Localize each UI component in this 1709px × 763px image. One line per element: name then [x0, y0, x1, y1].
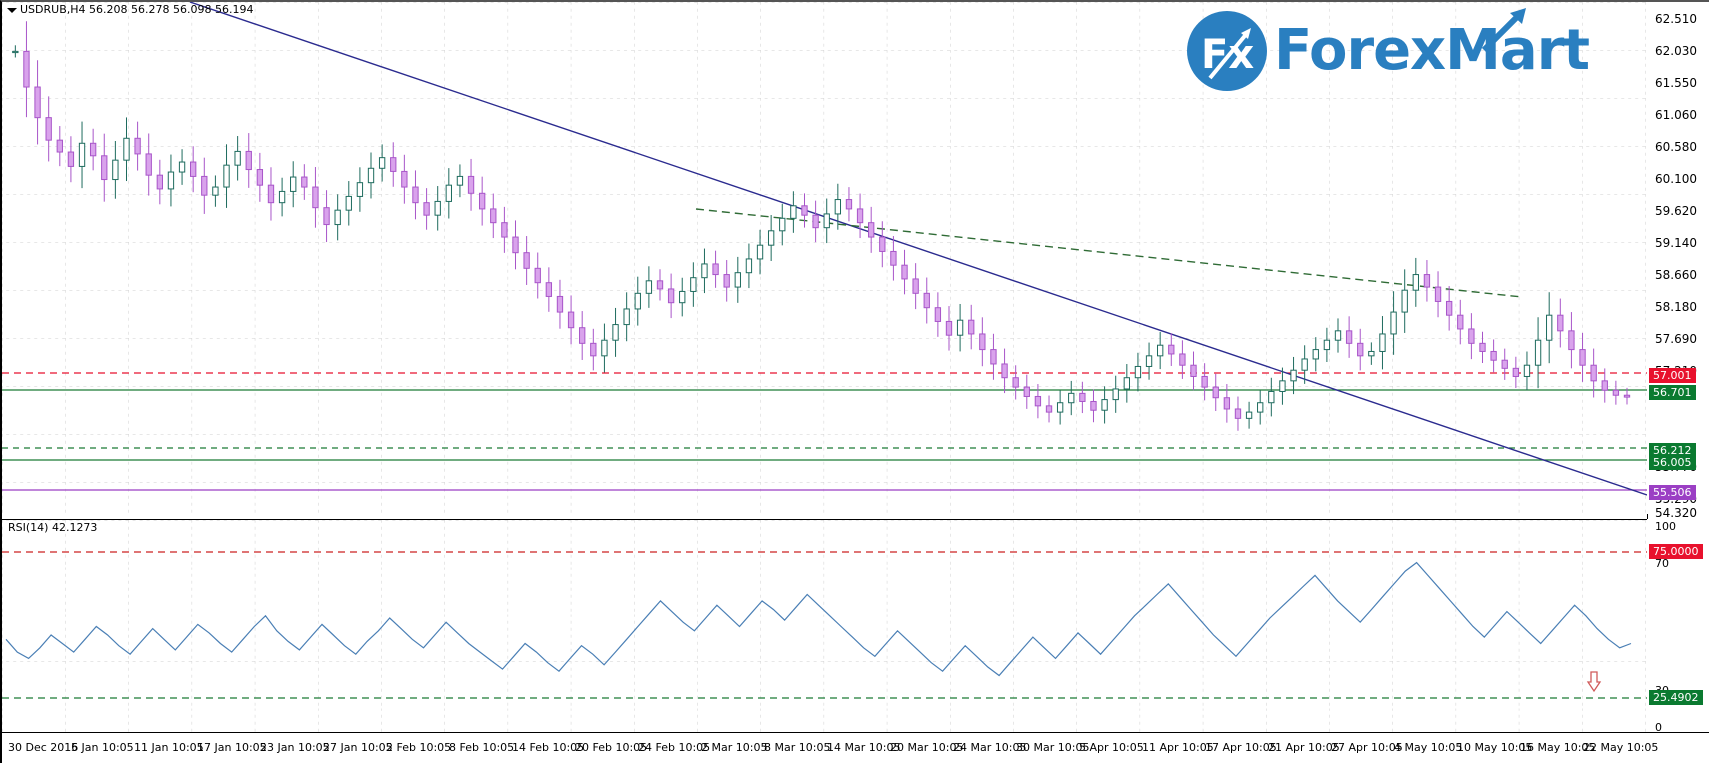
trendline-primary-downtrend	[189, 2, 1647, 496]
time-axis-label: 22 May 10:05	[1583, 741, 1659, 754]
time-axis-label: 17 Apr 10:05	[1205, 741, 1277, 754]
time-axis-label: 20 Feb 10:05	[575, 741, 648, 754]
brand-name: ForexMart	[1274, 18, 1590, 83]
price-level-badge-56212[interactable]: 56.212	[1649, 443, 1696, 458]
time-axis-label: 2 Feb 10:05	[386, 741, 452, 754]
rsi-line-series	[5, 561, 1632, 677]
price-chart-pane[interactable]	[2, 2, 1647, 514]
time-axis-label: 27 Jan 10:05	[323, 741, 393, 754]
rsi-indicator-pane[interactable]	[2, 519, 1647, 732]
time-axis-label: 14 Feb 10:05	[512, 741, 585, 754]
time-axis-label: 10 May 10:05	[1457, 741, 1533, 754]
rsi-grid	[2, 520, 1647, 732]
rsi-chart-svg	[2, 520, 1647, 732]
time-axis-label: 8 Mar 10:05	[764, 741, 831, 754]
forexmart-logo: Fx ForexMart	[1184, 8, 1614, 94]
time-axis-label: 11 Jan 10:05	[134, 741, 204, 754]
time-axis-label: 2 Mar 10:05	[701, 741, 768, 754]
price-tick: 62.030	[1655, 44, 1697, 58]
price-axis[interactable]: 62.510 62.030 61.550 61.060 60.580 60.10…	[1647, 2, 1709, 514]
grid	[2, 2, 1647, 514]
rsi-tick: 100	[1655, 520, 1676, 533]
rsi-tick: 0	[1655, 721, 1662, 734]
down-arrow-marker-icon	[1586, 671, 1602, 693]
time-axis[interactable]: 30 Dec 2016 5 Jan 10:05 11 Jan 10:05 17 Jan…	[2, 732, 1709, 763]
time-axis-label: 20 Mar 10:05	[890, 741, 964, 754]
price-tick: 58.180	[1655, 300, 1697, 314]
time-axis-label: 5 Apr 10:05	[1079, 741, 1144, 754]
price-tick: 60.100	[1655, 172, 1697, 186]
time-axis-label: 11 Apr 10:05	[1142, 741, 1214, 754]
logo-arrow-icon	[1481, 8, 1526, 53]
price-tick: 62.510	[1655, 12, 1697, 26]
time-axis-label: 24 Mar 10:05	[953, 741, 1027, 754]
price-tick: 57.690	[1655, 332, 1697, 346]
price-level-badge-56005[interactable]: 56.005	[1649, 455, 1696, 470]
trendline-secondary-downtrend	[695, 208, 1523, 298]
collapse-caret-icon[interactable]	[7, 8, 17, 13]
time-axis-label: 17 Jan 10:05	[197, 741, 267, 754]
time-axis-label: 21 Apr 10:05	[1268, 741, 1340, 754]
time-axis-label: 8 Feb 10:05	[449, 741, 515, 754]
price-level-badge-56701[interactable]: 56.701	[1649, 385, 1696, 400]
price-tick: 60.580	[1655, 140, 1697, 154]
rsi-tick: 70	[1655, 557, 1669, 570]
candlestick-series	[12, 21, 1631, 431]
price-tick: 54.320	[1655, 506, 1697, 520]
time-axis-label: 16 May 10:05	[1520, 741, 1596, 754]
price-tick: 59.140	[1655, 236, 1697, 250]
time-axis-label: 5 Jan 10:05	[71, 741, 134, 754]
fx-mark-icon: Fx	[1187, 11, 1267, 91]
time-axis-label: 30 Mar 10:05	[1016, 741, 1090, 754]
rsi-level-badge-75[interactable]: 75.0000	[1649, 544, 1703, 559]
time-axis-label: 30 Dec 2016	[8, 741, 79, 754]
price-tick: 61.550	[1655, 76, 1697, 90]
time-axis-label: 23 Jan 10:05	[260, 741, 330, 754]
price-level-badge-55506[interactable]: 55.506	[1649, 485, 1696, 500]
price-tick: 61.060	[1655, 108, 1697, 122]
time-axis-label: 14 Mar 10:05	[827, 741, 901, 754]
price-tick: 58.660	[1655, 268, 1697, 282]
rsi-indicator-label: RSI(14) 42.1273	[8, 521, 98, 534]
price-chart-svg	[2, 2, 1647, 514]
price-tick: 59.620	[1655, 204, 1697, 218]
price-level-badge-57001[interactable]: 57.001	[1649, 368, 1696, 383]
rsi-axis[interactable]: 100 70 30 0 75.0000 25.4902	[1647, 519, 1709, 734]
time-axis-label: 4 May 10:05	[1394, 741, 1463, 754]
rsi-level-badge-25[interactable]: 25.4902	[1649, 690, 1703, 705]
symbol-quote-label: USDRUB,H4 56.208 56.278 56.098 56.194	[20, 3, 254, 16]
time-axis-label: 27 Apr 10:05	[1331, 741, 1403, 754]
time-axis-label: 24 Feb 10:05	[638, 741, 711, 754]
